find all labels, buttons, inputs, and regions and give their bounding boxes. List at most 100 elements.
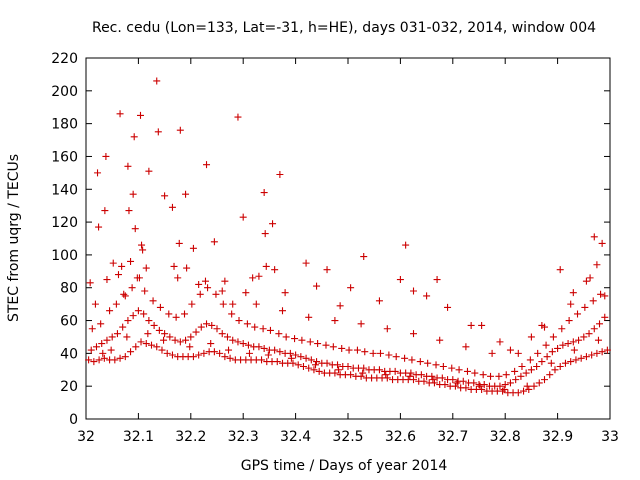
data-point [181, 310, 189, 318]
data-point [98, 340, 106, 348]
data-point [142, 340, 150, 348]
data-point [334, 361, 342, 369]
data-point [192, 328, 200, 336]
data-point [313, 358, 321, 366]
data-point [601, 292, 609, 300]
data-point [549, 333, 557, 341]
data-point [225, 346, 233, 354]
data-point [255, 272, 263, 280]
data-point [543, 353, 551, 361]
data-point [119, 323, 127, 331]
data-point [556, 266, 564, 274]
data-point [546, 371, 554, 379]
y-tick-label: 20 [60, 379, 78, 395]
data-point [171, 336, 179, 344]
data-point [120, 290, 128, 298]
data-point [259, 325, 267, 333]
data-point [361, 348, 369, 356]
data-point [551, 366, 559, 374]
data-point [391, 367, 399, 375]
data-point [347, 284, 355, 292]
data-point [534, 349, 542, 357]
data-point [140, 310, 148, 318]
data-point [582, 277, 590, 285]
x-tick-label: 32.2 [175, 429, 206, 445]
data-point [275, 330, 283, 338]
data-point [480, 381, 488, 389]
data-point [467, 321, 475, 329]
data-point [113, 330, 121, 338]
data-point [322, 341, 330, 349]
data-point [344, 362, 352, 370]
data-point [234, 113, 242, 121]
data-point [156, 303, 164, 311]
data-point [329, 343, 337, 351]
data-point [106, 307, 114, 315]
data-point [294, 361, 302, 369]
data-point [87, 346, 95, 354]
data-point [594, 336, 602, 344]
data-point [396, 276, 404, 284]
data-point [448, 364, 456, 372]
data-point [203, 161, 211, 169]
data-point [596, 320, 604, 328]
x-axis-label: GPS time / Days of year 2014 [241, 458, 448, 474]
data-point [269, 220, 277, 228]
data-point [302, 354, 310, 362]
data-point [424, 359, 432, 367]
data-point [577, 354, 585, 362]
data-point [385, 351, 393, 359]
data-point [429, 376, 437, 384]
data-point [569, 338, 577, 346]
data-point [307, 356, 315, 364]
data-point [338, 344, 346, 352]
data-point [357, 372, 365, 380]
data-points [85, 77, 611, 397]
data-point [92, 343, 100, 351]
data-point [382, 371, 390, 379]
data-point [598, 239, 606, 247]
data-point [392, 353, 400, 361]
data-point [312, 361, 320, 369]
data-point [97, 320, 105, 328]
data-point [517, 372, 525, 380]
data-point [282, 333, 290, 341]
data-point [376, 349, 384, 357]
data-point [291, 335, 299, 343]
data-point [145, 167, 153, 175]
data-point [436, 336, 444, 344]
data-point [154, 128, 162, 136]
data-point [108, 333, 116, 341]
data-point [585, 330, 593, 338]
data-point [145, 317, 153, 325]
data-point [127, 348, 135, 356]
data-point [261, 230, 269, 238]
data-point [221, 277, 229, 285]
data-point [558, 325, 566, 333]
data-point [188, 300, 196, 308]
data-point [588, 351, 596, 359]
data-point [407, 369, 415, 377]
y-tick-label: 180 [51, 117, 78, 133]
data-point [470, 379, 478, 387]
data-point [416, 358, 424, 366]
data-point [207, 340, 215, 348]
data-point [353, 346, 361, 354]
data-point [175, 239, 183, 247]
data-point [331, 317, 339, 325]
data-point [218, 287, 226, 295]
data-point [219, 300, 227, 308]
data-point [132, 343, 140, 351]
data-point [444, 303, 452, 311]
data-point [116, 354, 124, 362]
data-point [262, 262, 270, 270]
data-point [144, 330, 152, 338]
data-point [223, 333, 231, 341]
data-point [564, 340, 572, 348]
data-point [479, 371, 487, 379]
y-tick-label: 160 [51, 149, 78, 165]
data-point [216, 349, 224, 357]
data-point [512, 376, 520, 384]
data-point [589, 297, 597, 305]
data-point [163, 349, 171, 357]
